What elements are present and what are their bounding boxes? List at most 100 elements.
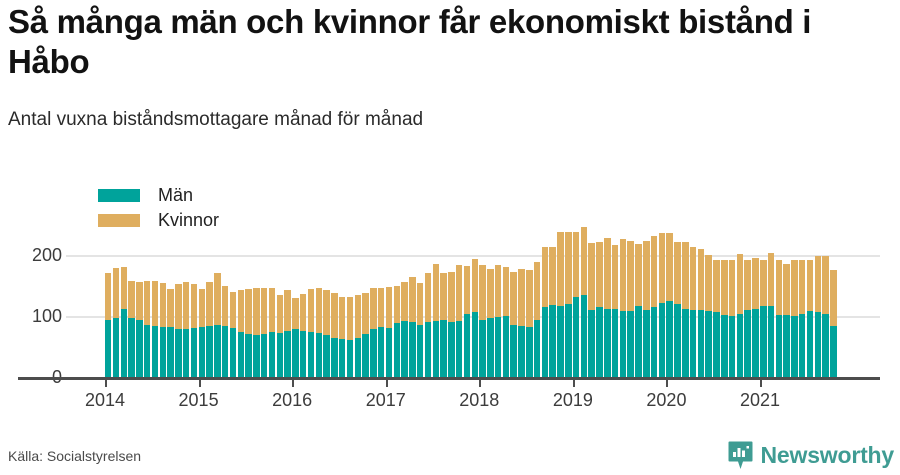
bar-column[interactable] [136, 281, 143, 378]
bar-column[interactable] [650, 235, 658, 378]
bar-column[interactable] [354, 295, 362, 378]
bar-column[interactable] [424, 273, 432, 378]
bar-column[interactable] [307, 289, 315, 378]
bar-column[interactable] [674, 241, 681, 378]
bar-column[interactable] [760, 260, 767, 378]
bar-column[interactable] [362, 292, 369, 378]
bar-column[interactable] [338, 296, 346, 378]
bar-column[interactable] [198, 289, 206, 378]
bar-column[interactable] [783, 263, 790, 378]
bar-column[interactable] [814, 256, 822, 378]
newsworthy-logo[interactable]: Newsworthy [728, 440, 894, 470]
bar-column[interactable] [705, 255, 712, 378]
bar-column[interactable] [323, 290, 330, 378]
bar-column[interactable] [284, 290, 291, 378]
bar-segment-women [635, 244, 642, 307]
bar-column[interactable] [409, 277, 416, 378]
bar-column[interactable] [315, 288, 323, 378]
bar-column[interactable] [721, 260, 728, 378]
bar-column[interactable] [728, 260, 736, 378]
legend-item-women[interactable]: Kvinnor [98, 208, 219, 233]
bar-column[interactable] [182, 281, 190, 378]
bar-segment-women [814, 256, 822, 313]
bar-column[interactable] [518, 268, 525, 378]
bar-column[interactable] [221, 285, 229, 378]
bar-column[interactable] [487, 268, 494, 378]
bar-column[interactable] [635, 244, 642, 378]
bar-column[interactable] [713, 260, 720, 378]
legend-item-men[interactable]: Män [98, 183, 219, 208]
bar-column[interactable] [611, 245, 619, 378]
bar-column[interactable] [237, 290, 245, 378]
bar-column[interactable] [775, 260, 783, 378]
bar-column[interactable] [448, 272, 455, 378]
bar-column[interactable] [471, 258, 478, 378]
bar-column[interactable] [736, 253, 744, 378]
bar-column[interactable] [643, 240, 650, 378]
bar-column[interactable] [580, 227, 588, 378]
bar-column[interactable] [112, 267, 120, 378]
bar-column[interactable] [206, 281, 213, 378]
bar-column[interactable] [565, 232, 572, 378]
bar-column[interactable] [214, 273, 221, 378]
bar-column[interactable] [658, 233, 666, 378]
bar-column[interactable] [331, 292, 338, 378]
bar-column[interactable] [510, 272, 517, 378]
bar-column[interactable] [697, 249, 705, 378]
bar-column[interactable] [120, 267, 128, 378]
bar-column[interactable] [666, 233, 673, 378]
bar-column[interactable] [260, 288, 268, 378]
bar-column[interactable] [479, 264, 486, 378]
bar-column[interactable] [572, 232, 580, 378]
bar-column[interactable] [455, 264, 463, 378]
bar-column[interactable] [432, 263, 439, 378]
bar-column[interactable] [557, 232, 564, 378]
bar-column[interactable] [299, 294, 307, 378]
bar-column[interactable] [393, 285, 400, 378]
bar-column[interactable] [463, 266, 471, 378]
bar-column[interactable] [752, 257, 759, 378]
bar-column[interactable] [822, 256, 829, 378]
bar-column[interactable] [159, 283, 167, 378]
bar-column[interactable] [494, 264, 502, 378]
bar-column[interactable] [541, 246, 549, 378]
bar-column[interactable] [682, 241, 689, 378]
bar-column[interactable] [830, 269, 837, 378]
bar-column[interactable] [377, 288, 385, 378]
bar-column[interactable] [549, 246, 556, 378]
bar-segment-women [502, 267, 510, 316]
bar-column[interactable] [276, 295, 284, 378]
bar-column[interactable] [401, 281, 408, 378]
bar-column[interactable] [143, 280, 151, 378]
bar-column[interactable] [268, 288, 276, 378]
bar-column[interactable] [128, 280, 135, 378]
bar-column[interactable] [292, 297, 299, 378]
bar-column[interactable] [190, 284, 198, 378]
bar-column[interactable] [370, 288, 377, 378]
bar-column[interactable] [167, 289, 174, 378]
bar-column[interactable] [596, 241, 603, 378]
bar-column[interactable] [175, 284, 182, 378]
bar-column[interactable] [440, 273, 447, 378]
bar-column[interactable] [791, 260, 798, 378]
bar-column[interactable] [229, 291, 237, 378]
bar-column[interactable] [151, 280, 159, 378]
bar-column[interactable] [416, 283, 424, 378]
bar-column[interactable] [502, 267, 510, 378]
bar-column[interactable] [588, 243, 595, 378]
bar-column[interactable] [253, 288, 260, 378]
bar-column[interactable] [689, 246, 697, 378]
bar-column[interactable] [385, 286, 393, 378]
bar-column[interactable] [245, 289, 252, 378]
bar-column[interactable] [767, 252, 775, 378]
bar-column[interactable] [627, 240, 634, 378]
bar-column[interactable] [105, 273, 112, 378]
bar-column[interactable] [346, 296, 354, 378]
bar-column[interactable] [604, 238, 611, 378]
bar-column[interactable] [533, 262, 541, 378]
bar-column[interactable] [619, 239, 627, 378]
bar-column[interactable] [526, 269, 533, 378]
bar-column[interactable] [799, 260, 806, 378]
bar-column[interactable] [806, 260, 814, 378]
bar-column[interactable] [744, 260, 751, 378]
